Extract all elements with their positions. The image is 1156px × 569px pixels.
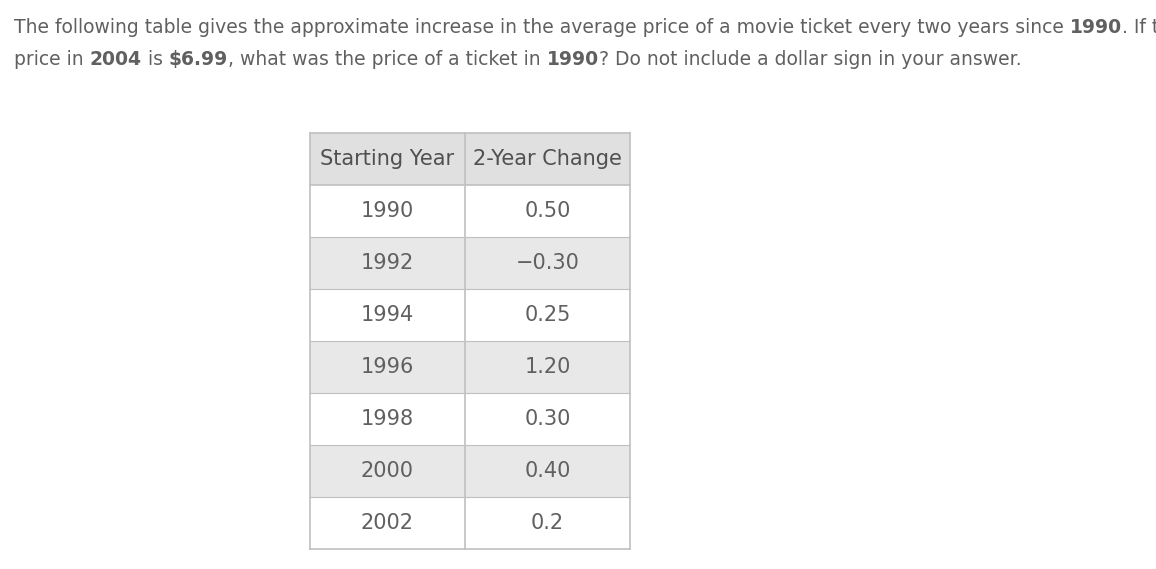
Text: . If the: . If the <box>1122 18 1156 37</box>
Text: 1994: 1994 <box>361 305 414 325</box>
Text: 0.40: 0.40 <box>525 461 571 481</box>
Bar <box>310 393 630 445</box>
Text: $6.99: $6.99 <box>169 50 228 69</box>
Text: 0.50: 0.50 <box>525 201 571 221</box>
Bar <box>310 133 630 185</box>
Bar <box>310 289 630 341</box>
Text: 1.20: 1.20 <box>525 357 571 377</box>
Text: 1990: 1990 <box>361 201 414 221</box>
Bar <box>310 445 630 497</box>
Text: 1992: 1992 <box>361 253 414 273</box>
Text: Starting Year: Starting Year <box>320 149 454 169</box>
Text: 0.30: 0.30 <box>525 409 571 429</box>
Text: 2002: 2002 <box>361 513 414 533</box>
Text: 2-Year Change: 2-Year Change <box>473 149 622 169</box>
Text: 0.25: 0.25 <box>525 305 571 325</box>
Text: 1996: 1996 <box>361 357 414 377</box>
Text: −0.30: −0.30 <box>516 253 579 273</box>
Text: 0.2: 0.2 <box>531 513 564 533</box>
Bar <box>310 497 630 549</box>
Text: ? Do not include a dollar sign in your answer.: ? Do not include a dollar sign in your a… <box>599 50 1021 69</box>
Text: , what was the price of a ticket in: , what was the price of a ticket in <box>228 50 547 69</box>
Text: is: is <box>142 50 169 69</box>
Text: 2000: 2000 <box>361 461 414 481</box>
Text: 2004: 2004 <box>90 50 142 69</box>
Text: 1990: 1990 <box>1069 18 1122 37</box>
Text: The following table gives the approximate increase in the average price of a mov: The following table gives the approximat… <box>14 18 1069 37</box>
Text: 1998: 1998 <box>361 409 414 429</box>
Text: 1990: 1990 <box>547 50 599 69</box>
Bar <box>310 185 630 237</box>
Bar <box>310 237 630 289</box>
Bar <box>310 341 630 393</box>
Text: price in: price in <box>14 50 90 69</box>
